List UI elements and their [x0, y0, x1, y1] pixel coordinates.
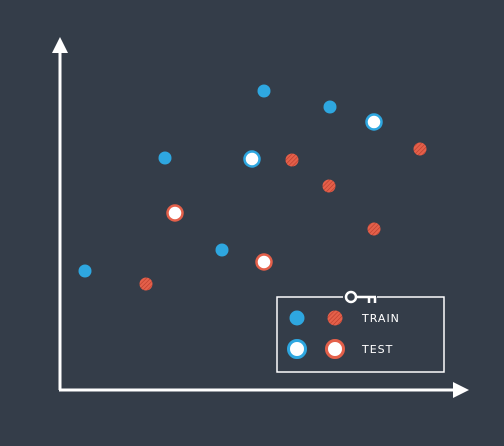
- point: [243, 150, 261, 168]
- legend-train-red: [327, 310, 343, 326]
- point: [166, 204, 184, 222]
- point: [323, 100, 337, 114]
- point: [78, 264, 92, 278]
- key-icon: [343, 290, 377, 304]
- point: [158, 151, 172, 165]
- legend: TRAIN TEST: [276, 290, 445, 373]
- train-red: [139, 142, 427, 291]
- legend-train-blue: [289, 310, 305, 326]
- point: [367, 222, 381, 236]
- point: [365, 113, 383, 131]
- point: [255, 253, 273, 271]
- point: [322, 179, 336, 193]
- legend-test-blue: [287, 339, 307, 359]
- legend-train-label: TRAIN: [361, 312, 400, 325]
- legend-test-label: TEST: [361, 343, 393, 356]
- point: [257, 84, 271, 98]
- y-arrow: [52, 37, 68, 53]
- point: [413, 142, 427, 156]
- x-arrow: [453, 382, 469, 398]
- test-points: [166, 113, 383, 271]
- axes: [52, 37, 469, 398]
- train-blue: [78, 84, 337, 278]
- point: [285, 153, 299, 167]
- point: [215, 243, 229, 257]
- legend-test-red: [325, 339, 345, 359]
- point: [139, 277, 153, 291]
